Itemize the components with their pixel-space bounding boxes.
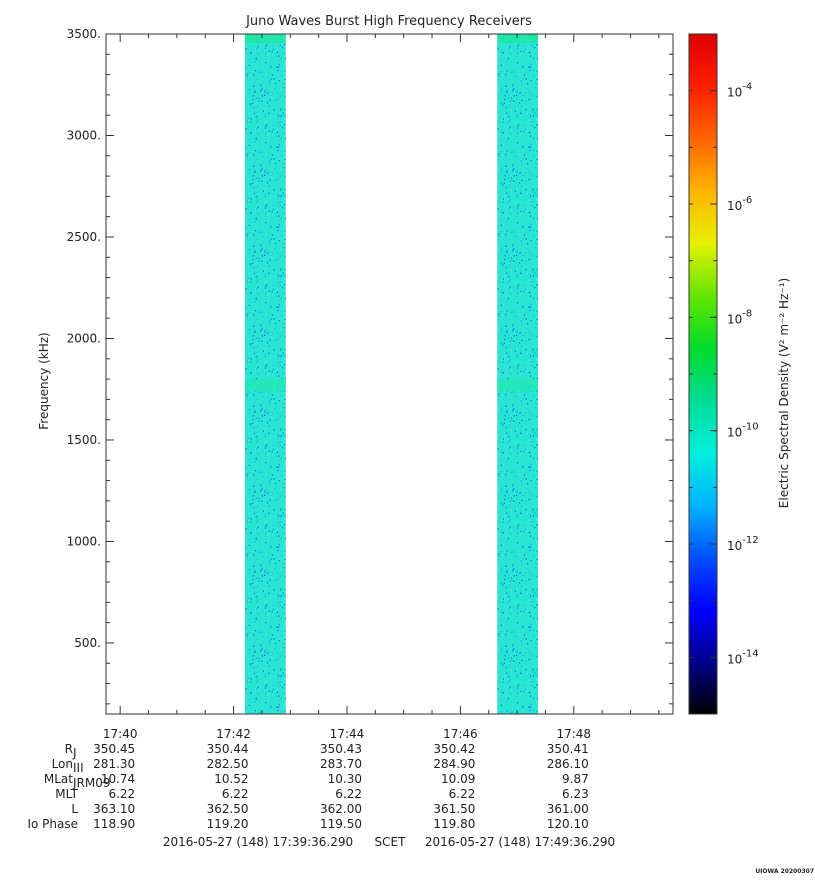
ephemeris-row-subscript: JRM09: [72, 776, 111, 790]
ephemeris-value: 6.22: [108, 787, 135, 801]
ephemeris-row-label: MLT: [55, 787, 78, 801]
ephemeris-row-label: L: [71, 802, 78, 816]
ephemeris-value: 281.30: [93, 757, 135, 771]
ephemeris-value: 6.22: [222, 787, 249, 801]
ephemeris-value: 10.30: [328, 772, 362, 786]
colorbar: [688, 33, 718, 715]
burst-column: [244, 34, 286, 714]
plot-area: [106, 34, 673, 714]
burst-mid-band: [497, 379, 539, 392]
x-tick-label: 17:42: [216, 727, 251, 741]
x-tick-label: 17:46: [443, 727, 478, 741]
ephemeris-value: 282.50: [207, 757, 249, 771]
time-range-label: SCET: [375, 835, 407, 849]
y-tick-label: 1500.: [67, 433, 101, 447]
ephemeris-value: 350.44: [207, 742, 249, 756]
plot-frame: [105, 33, 674, 715]
ephemeris-row-subscript: III: [73, 761, 84, 775]
ephemeris-table: R J 350.45 350.44 350.43 350.42 350.41 Lon III 28…: [27, 742, 588, 831]
colorbar-tick-label: 10-12: [727, 535, 759, 553]
y-tick-label: 3500.: [67, 27, 101, 41]
x-tick-label: 17:44: [330, 727, 365, 741]
colorbar-tick-label: 10-8: [727, 308, 752, 326]
chart-title: Juno Waves Burst High Frequency Receiver…: [245, 14, 532, 29]
y-tick-label: 2500.: [67, 230, 101, 244]
burst-top-band: [244, 34, 286, 43]
y-axis-label: Frequency (kHz): [37, 332, 51, 429]
ephemeris-value: 286.10: [547, 757, 589, 771]
ephemeris-value: 119.50: [320, 817, 362, 831]
processing-stamp: UIOWA 20200307: [755, 868, 814, 875]
ephemeris-value: 363.10: [93, 802, 135, 816]
colorbar-label: Electric Spectral Density (V² m⁻² Hz⁻¹): [777, 278, 791, 508]
ephemeris-value: 119.20: [207, 817, 249, 831]
colorbar-tick-label: 10-6: [727, 195, 752, 213]
y-tick-label: 1000.: [67, 534, 101, 548]
ephemeris-value: 6.22: [449, 787, 476, 801]
ephemeris-value: 350.41: [547, 742, 589, 756]
ephemeris-value: 361.00: [547, 802, 589, 816]
ephemeris-value: 10.74: [101, 772, 135, 786]
ephemeris-value: 350.42: [433, 742, 475, 756]
y-tick-label: 2000.: [67, 331, 101, 345]
ephemeris-row-label: MLat: [44, 772, 73, 786]
ephemeris-value: 350.43: [320, 742, 362, 756]
x-tick-label: 17:40: [103, 727, 138, 741]
y-tick-label: 3000.: [67, 128, 101, 142]
ephemeris-value: 361.50: [433, 802, 475, 816]
ephemeris-row-label: R: [65, 742, 73, 756]
colorbar-tick-label: 10-14: [727, 648, 759, 666]
ephemeris-value: 10.52: [214, 772, 248, 786]
ephemeris-value: 120.10: [547, 817, 589, 831]
y-tick-label: 500.: [74, 636, 101, 650]
x-tick-label: 17:48: [556, 727, 591, 741]
ephemeris-row-subscript: J: [72, 746, 77, 760]
ephemeris-value: 362.00: [320, 802, 362, 816]
y-axis: 500. 1000. 1500. 2000. 2500. 3000. 3500.: [67, 27, 673, 705]
ephemeris-value: 283.70: [320, 757, 362, 771]
burst-columns: [244, 34, 539, 714]
ephemeris-row-label: Io Phase: [27, 817, 78, 831]
burst-mid-band: [244, 379, 286, 392]
ephemeris-value: 284.90: [433, 757, 475, 771]
time-range-start: 2016-05-27 (148) 17:39:36.290: [163, 835, 353, 849]
burst-top-band: [497, 34, 539, 43]
time-range-end: 2016-05-27 (148) 17:49:36.290: [425, 835, 615, 849]
ephemeris-value: 6.23: [562, 787, 589, 801]
ephemeris-row-label: Lon: [52, 757, 73, 771]
ephemeris-value: 362.50: [207, 802, 249, 816]
ephemeris-value: 118.90: [93, 817, 135, 831]
colorbar-tick-label: 10-10: [727, 422, 759, 440]
burst-column: [497, 34, 539, 714]
ephemeris-value: 9.87: [562, 772, 589, 786]
colorbar-tick-label: 10-4: [727, 82, 752, 100]
ephemeris-value: 10.09: [441, 772, 475, 786]
ephemeris-value: 350.45: [93, 742, 135, 756]
ephemeris-value: 6.22: [335, 787, 362, 801]
x-axis: 17:40 17:42 17:44 17:46 17:48: [103, 34, 660, 741]
ephemeris-value: 119.80: [433, 817, 475, 831]
